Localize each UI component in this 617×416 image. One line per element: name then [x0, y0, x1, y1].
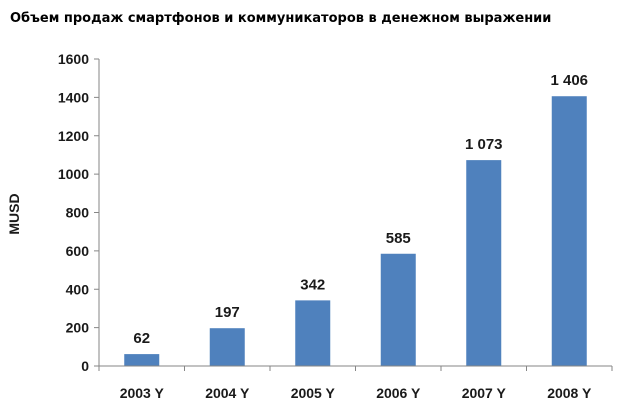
y-tick-label: 0 [81, 358, 89, 374]
y-tick-label: 1400 [58, 89, 89, 105]
chart-title: Объем продаж смартфонов и коммуникаторов… [10, 11, 551, 26]
x-tick-label: 2007 Y [462, 385, 507, 401]
x-tick-label: 2004 Y [205, 385, 250, 401]
y-tick-label: 400 [66, 281, 90, 297]
data-label: 342 [300, 276, 325, 293]
y-tick-label: 600 [66, 243, 90, 259]
data-label: 197 [215, 304, 240, 321]
y-axis-ticks: 0 200 400 600 800 1000 1200 1400 1600 [58, 51, 99, 374]
bars [124, 96, 587, 366]
x-tick-label: 2005 Y [291, 385, 336, 401]
bar-2008-y [551, 96, 587, 366]
bar-2006-y [380, 253, 416, 366]
data-labels: 62 197 342 585 1 073 1 406 [133, 72, 588, 347]
data-label: 585 [386, 230, 411, 247]
y-tick-label: 800 [66, 205, 90, 221]
bar-2005-y [295, 300, 331, 366]
y-axis-label: MUSD [6, 193, 22, 234]
bar-2007-y [466, 160, 502, 366]
y-tick-label: 1200 [58, 128, 89, 144]
data-label: 1 073 [465, 136, 503, 153]
y-tick-label: 1600 [58, 51, 89, 67]
x-tick-label: 2003 Y [120, 385, 165, 401]
bar-2004-y [209, 328, 245, 366]
y-tick-label: 200 [66, 320, 90, 336]
bar-2003-y [124, 354, 160, 366]
data-label: 1 406 [550, 72, 588, 89]
data-label: 62 [133, 330, 150, 347]
x-tick-label: 2008 Y [547, 385, 592, 401]
y-tick-label: 1000 [58, 166, 89, 182]
x-axis-ticks: 2003 Y 2004 Y 2005 Y 2006 Y 2007 Y 2008 Y [98, 366, 613, 401]
x-tick-label: 2006 Y [376, 385, 421, 401]
